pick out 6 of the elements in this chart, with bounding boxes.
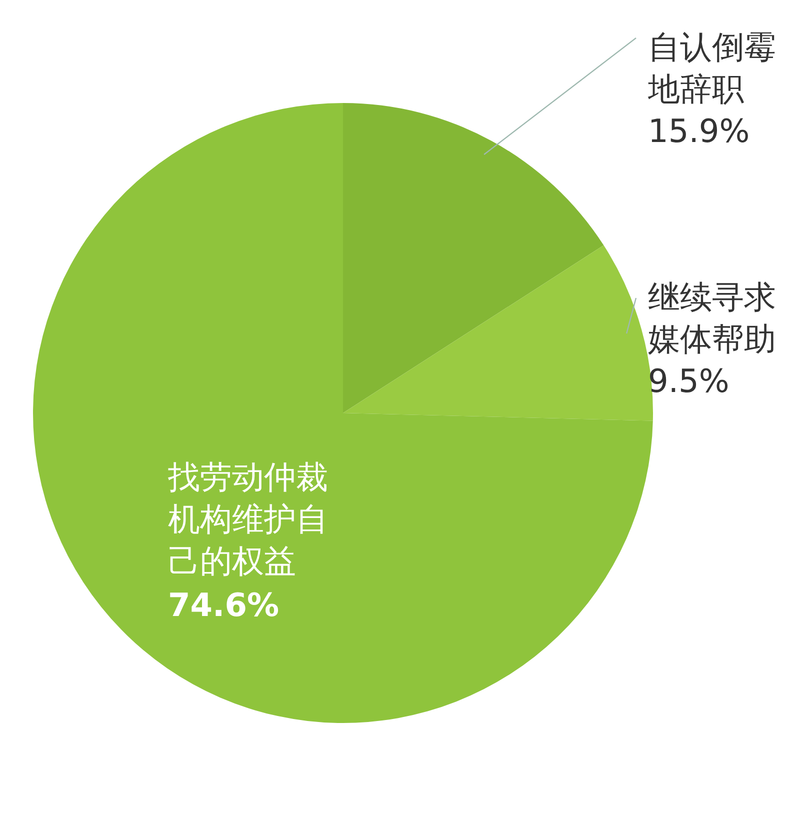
data-label: 74.6% xyxy=(168,586,280,624)
slice-label: 自认倒霉地辞职 xyxy=(647,28,776,108)
slice-label: 找劳动仲裁机构维护自己的权益 xyxy=(167,458,328,580)
slice-label: 继续寻求媒体帮助 xyxy=(648,278,776,358)
data-label: 15.9% xyxy=(648,112,750,150)
pie-slice xyxy=(343,103,604,413)
